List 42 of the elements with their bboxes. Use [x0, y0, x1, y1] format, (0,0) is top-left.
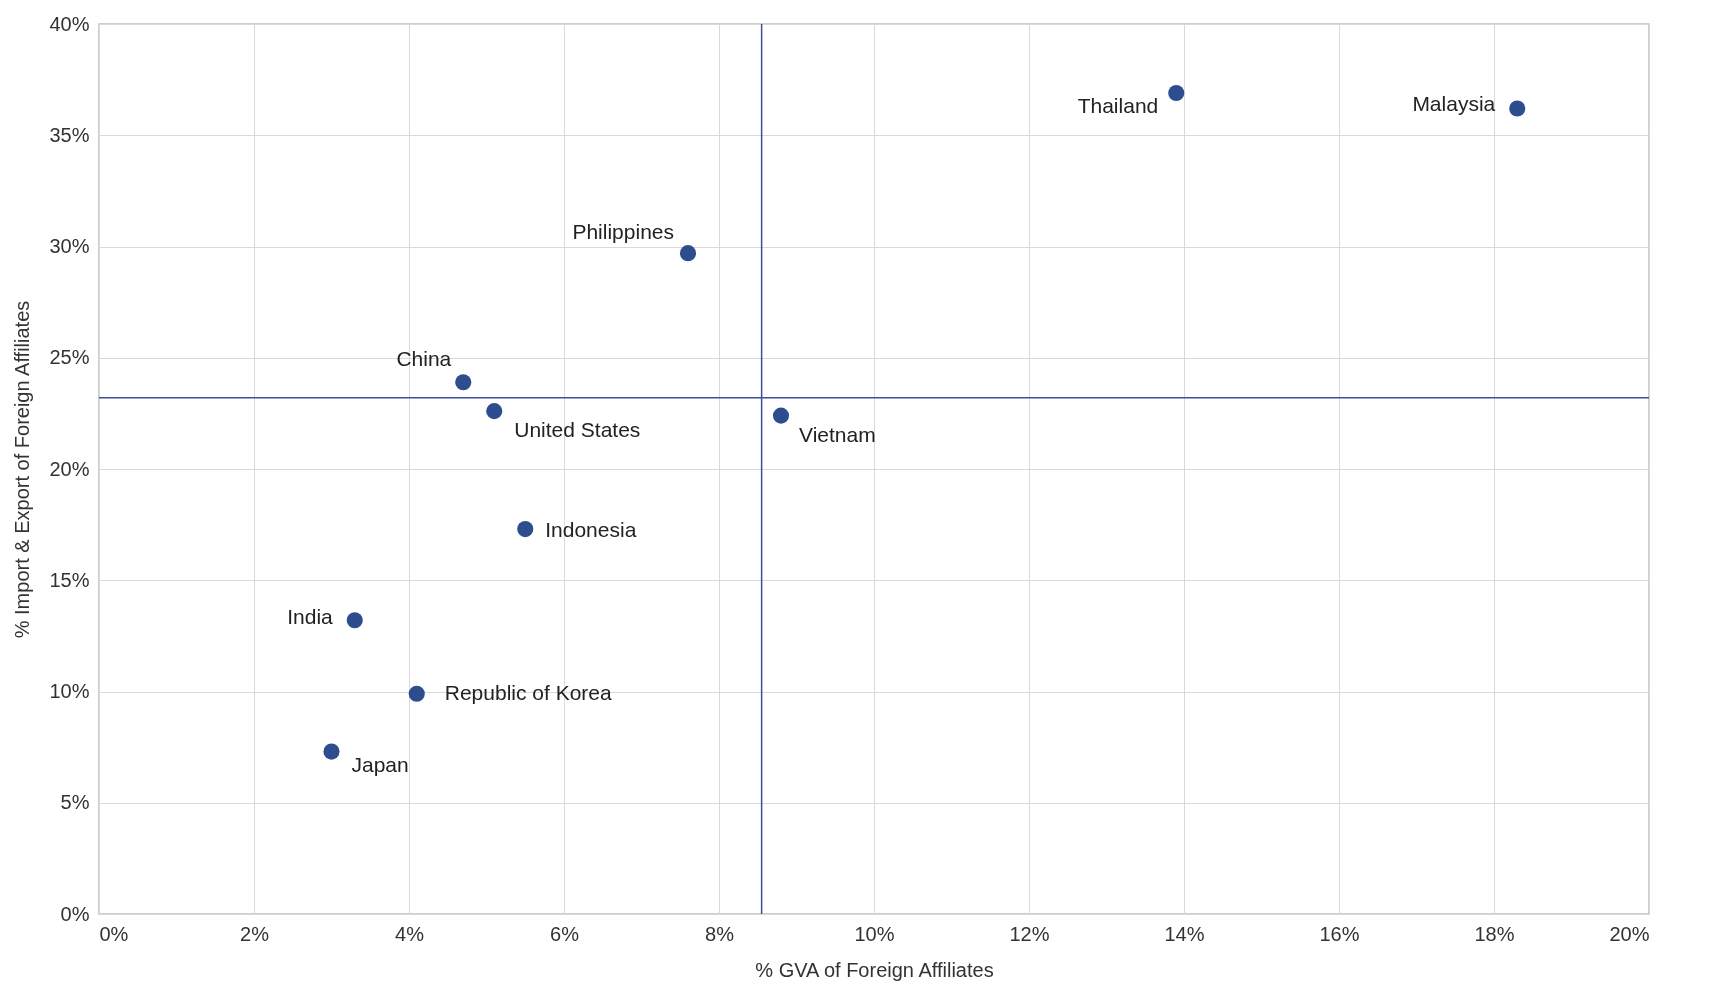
point — [408, 685, 425, 702]
x-tick-label: 8% — [705, 922, 735, 945]
x-tick-label: 12% — [1009, 922, 1050, 945]
x-tick-label: 0% — [99, 922, 129, 945]
y-tick-label: 35% — [49, 123, 90, 146]
y-tick-label: 5% — [60, 791, 90, 814]
annotation: Indonesia — [545, 518, 637, 542]
point — [455, 374, 472, 391]
annotation: Malaysia — [1412, 91, 1496, 115]
x-tick-label: 6% — [550, 922, 580, 945]
point — [679, 245, 697, 262]
y-tick-label: 30% — [49, 235, 90, 257]
annotation: Philippines — [572, 220, 674, 244]
y-axis-title: % Import & Export of Foreign Affiliates — [11, 300, 34, 639]
annotation: United States — [514, 418, 641, 442]
point — [486, 403, 503, 420]
y-tick-label: 25% — [49, 346, 90, 369]
point — [1168, 84, 1185, 102]
x-axis-title: % GVA of Foreign Affiliates — [755, 958, 994, 981]
y-tick-label: 10% — [49, 680, 90, 702]
x-tick-label: 20% — [1609, 922, 1650, 945]
y-tick-label: 15% — [49, 568, 90, 591]
y-tick-label: 40% — [49, 12, 90, 35]
x-tick-label: 18% — [1474, 922, 1515, 945]
annotation: Thailand — [1077, 93, 1159, 117]
x-tick-label: 4% — [395, 922, 425, 945]
point — [517, 521, 534, 538]
annotation: Japan — [351, 752, 409, 776]
annotation: Republic of Korea — [444, 680, 612, 704]
y-tick-label: 0% — [60, 902, 90, 925]
annotation: Vietnam — [799, 422, 876, 446]
point — [346, 612, 363, 629]
annotation: China — [396, 347, 452, 371]
point — [1509, 100, 1526, 117]
y-tick-label: 20% — [49, 457, 90, 480]
point — [772, 407, 790, 424]
x-tick-label: 16% — [1319, 922, 1360, 945]
annotation: India — [287, 605, 334, 629]
x-tick-label: 2% — [240, 922, 270, 945]
x-tick-label: 10% — [854, 922, 895, 945]
point — [323, 743, 340, 760]
x-tick-label: 14% — [1164, 922, 1205, 945]
